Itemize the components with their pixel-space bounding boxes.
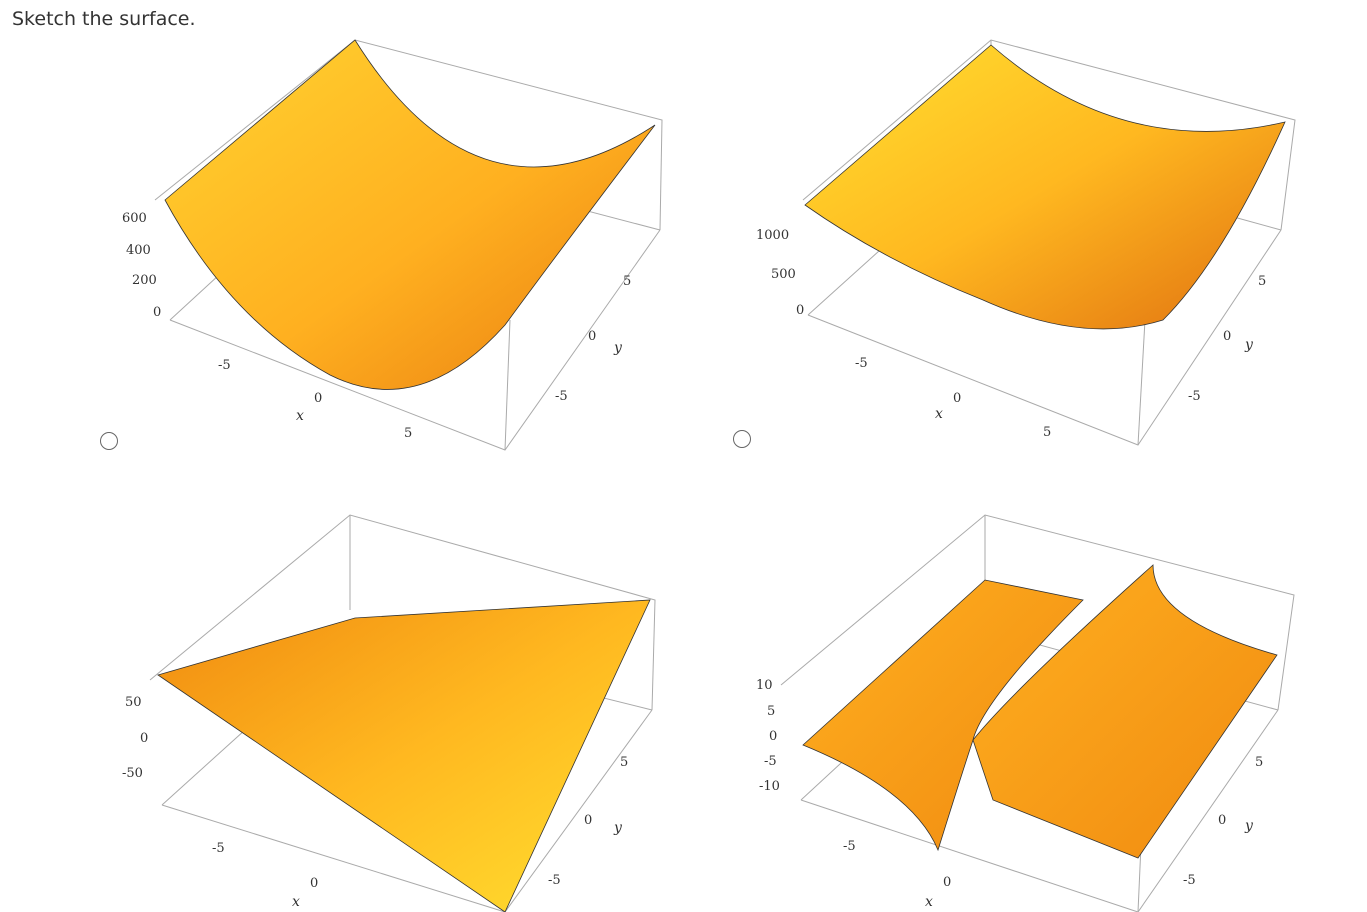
z-tick: 0 (153, 305, 161, 320)
y-tick: 5 (620, 755, 628, 770)
y-axis-label: y (613, 820, 623, 836)
z-tick: 500 (771, 267, 796, 282)
z-tick: 200 (132, 273, 157, 288)
y-tick: -5 (555, 389, 568, 404)
z-tick: 5 (767, 704, 775, 719)
x-tick: -5 (212, 841, 225, 856)
y-tick: 0 (584, 813, 592, 828)
surface-plot-2: 1000 500 0 -5 0 5 x -5 0 5 y (683, 0, 1367, 470)
z-tick: 400 (126, 243, 151, 258)
x-tick: 0 (310, 876, 318, 891)
x-tick: 0 (943, 875, 951, 890)
surface-plot-4: 10 5 0 -5 -10 -5 0 x -5 0 5 y (683, 470, 1367, 912)
x-axis-label: x (296, 408, 304, 424)
y-tick: 0 (1218, 813, 1226, 828)
x-tick: 0 (953, 391, 961, 406)
y-tick: -5 (548, 873, 561, 888)
z-tick: 10 (756, 678, 773, 693)
surface-plot-3: 50 0 -50 -5 0 x -5 0 5 y (0, 470, 683, 912)
z-tick: 0 (796, 303, 804, 318)
z-tick: 50 (125, 695, 142, 710)
x-tick: 5 (404, 426, 412, 441)
z-tick: -5 (764, 754, 777, 769)
x-tick: -5 (843, 839, 856, 854)
z-tick: 0 (769, 729, 777, 744)
x-tick: -5 (855, 356, 868, 371)
y-tick: 0 (1223, 329, 1231, 344)
y-tick: 5 (1255, 755, 1263, 770)
x-tick: 0 (314, 391, 322, 406)
option-2-radio[interactable] (733, 430, 751, 448)
surface-plot-1: 600 400 200 0 -5 0 5 x -5 0 5 y (0, 0, 683, 470)
y-tick: -5 (1188, 389, 1201, 404)
y-axis-label: y (613, 340, 623, 356)
y-tick: 5 (623, 274, 631, 289)
question-prompt: Sketch the surface. (12, 8, 196, 30)
x-axis-label: x (935, 406, 943, 422)
x-axis-label: x (925, 894, 933, 910)
z-tick: -10 (759, 779, 780, 794)
x-tick: -5 (218, 358, 231, 373)
z-tick: 1000 (756, 228, 789, 243)
y-tick: 5 (1258, 274, 1266, 289)
y-tick: 0 (588, 329, 596, 344)
y-tick: -5 (1183, 873, 1196, 888)
y-axis-label: y (1244, 337, 1254, 353)
z-tick: 0 (140, 731, 148, 746)
option-1-radio[interactable] (100, 432, 118, 450)
x-axis-label: x (292, 894, 300, 910)
x-tick: 5 (1043, 425, 1051, 440)
z-tick: -50 (122, 766, 143, 781)
z-tick: 600 (122, 211, 147, 226)
y-axis-label: y (1244, 818, 1254, 834)
